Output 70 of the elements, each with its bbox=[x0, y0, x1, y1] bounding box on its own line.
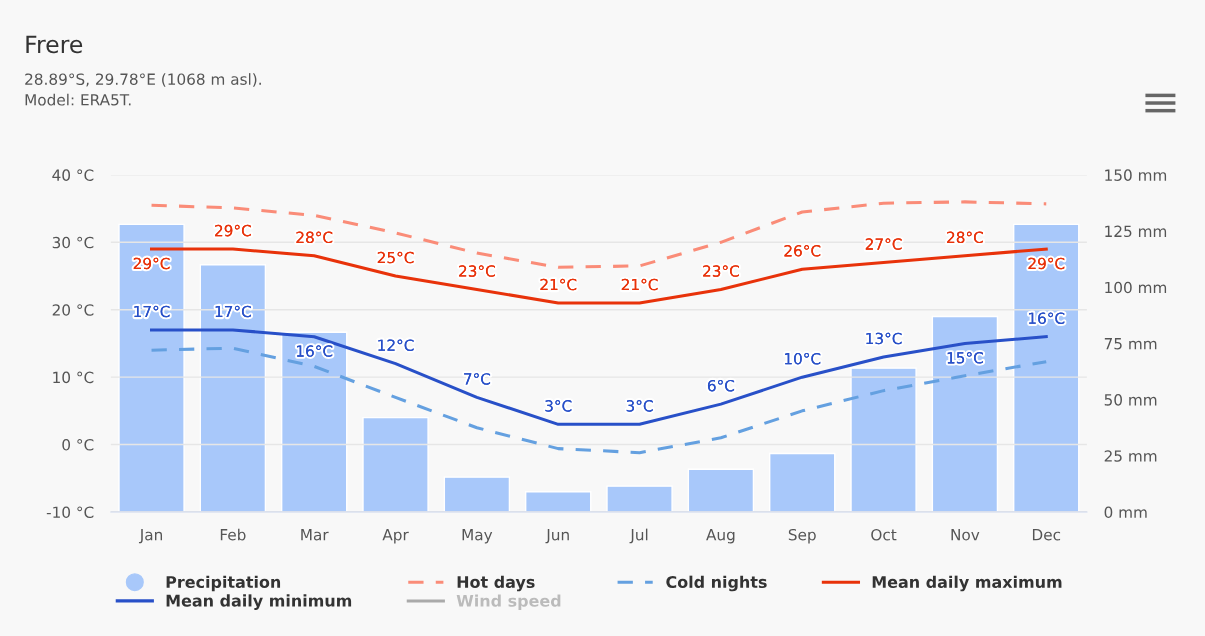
data-label: 29°C bbox=[215, 224, 251, 237]
legend-label: Cold nights bbox=[666, 575, 767, 592]
data-label: 16°C bbox=[297, 345, 333, 357]
data-label: 28°C bbox=[296, 231, 333, 244]
x-tick-label: Jan bbox=[138, 529, 163, 544]
x-tick-label: Feb bbox=[220, 528, 246, 541]
bar bbox=[687, 468, 755, 512]
data-label: 12°C bbox=[378, 339, 414, 351]
data-label: 21°C bbox=[540, 278, 577, 291]
data-label: 17°C bbox=[134, 305, 170, 318]
y2-tick-label: 50 mm bbox=[1104, 394, 1157, 406]
bar bbox=[931, 315, 999, 512]
bar bbox=[850, 367, 917, 512]
legend-label: Hot days bbox=[457, 575, 535, 592]
x-tick-label: Aug bbox=[706, 529, 735, 544]
data-label: 7°C bbox=[464, 373, 491, 385]
x-tick-label: May bbox=[462, 529, 493, 544]
y2-tick-label: 100 mm bbox=[1105, 281, 1167, 294]
bar bbox=[443, 476, 511, 512]
bar bbox=[280, 331, 348, 512]
line-series bbox=[150, 328, 1048, 426]
data-label: 21°C bbox=[621, 278, 658, 291]
data-label: 29°C bbox=[1028, 257, 1065, 270]
data-label: 16°C bbox=[1029, 312, 1065, 325]
y2-tick-label: 125 mm bbox=[1105, 225, 1167, 238]
y2-tick-label: 25 mm bbox=[1104, 450, 1157, 462]
bar bbox=[524, 491, 592, 512]
legend-label: Precipitation bbox=[166, 575, 281, 592]
chart-subtitle: 28.89°S, 29.78°E (1068 m asl). Model: ERA5T. bbox=[25, 73, 261, 106]
data-label: 23°C bbox=[459, 265, 495, 277]
y2-tick-label: 75 mm bbox=[1104, 338, 1157, 350]
x-tick-label: Mar bbox=[301, 529, 329, 541]
legend-label: Mean daily maximum bbox=[872, 575, 1062, 592]
data-label: 15°C bbox=[947, 352, 983, 364]
data-label: 3°C bbox=[545, 400, 572, 412]
y2-tick-label: 150 mm bbox=[1105, 169, 1167, 181]
bar bbox=[768, 452, 836, 512]
data-label: 6°C bbox=[707, 379, 735, 392]
x-tick-label: Jun bbox=[545, 529, 569, 544]
y-tick-label: 20 °C bbox=[52, 304, 94, 316]
y-tick-label: 40 °C bbox=[52, 169, 94, 181]
x-tick-label: Jul bbox=[629, 528, 648, 544]
x-tick-label: Apr bbox=[382, 529, 409, 544]
data-label: 10°C bbox=[785, 352, 821, 365]
y-tick-label: 0 °C bbox=[62, 439, 94, 451]
data-label: 17°C bbox=[215, 305, 251, 318]
data-label: 26°C bbox=[784, 245, 821, 257]
bar bbox=[362, 416, 429, 512]
x-tick-label: Sep bbox=[788, 528, 816, 544]
data-label: 29°C bbox=[133, 257, 170, 270]
x-tick-label: Nov bbox=[951, 529, 980, 541]
y-tick-label: 30 °C bbox=[52, 236, 94, 249]
bar bbox=[199, 264, 267, 512]
data-label: 13°C bbox=[866, 332, 902, 345]
legend-label: Mean daily minimum bbox=[166, 594, 352, 610]
legend-label: Wind speed bbox=[456, 594, 561, 610]
data-label: 3°C bbox=[626, 400, 653, 412]
data-label: 25°C bbox=[377, 251, 414, 264]
y2-tick-label: 0 mm bbox=[1104, 506, 1147, 518]
bar bbox=[118, 223, 185, 512]
data-label: 23°C bbox=[703, 265, 739, 277]
data-label: 27°C bbox=[865, 238, 902, 250]
chart-title: Frere bbox=[26, 35, 83, 54]
y-tick-label: -10 °C bbox=[46, 506, 94, 518]
bar bbox=[606, 485, 673, 512]
y-tick-label: 10 °C bbox=[53, 371, 94, 384]
x-tick-label: Dec bbox=[1032, 529, 1061, 541]
bar bbox=[1013, 223, 1080, 512]
data-label: 28°C bbox=[947, 231, 983, 244]
x-tick-label: Oct bbox=[871, 528, 897, 541]
